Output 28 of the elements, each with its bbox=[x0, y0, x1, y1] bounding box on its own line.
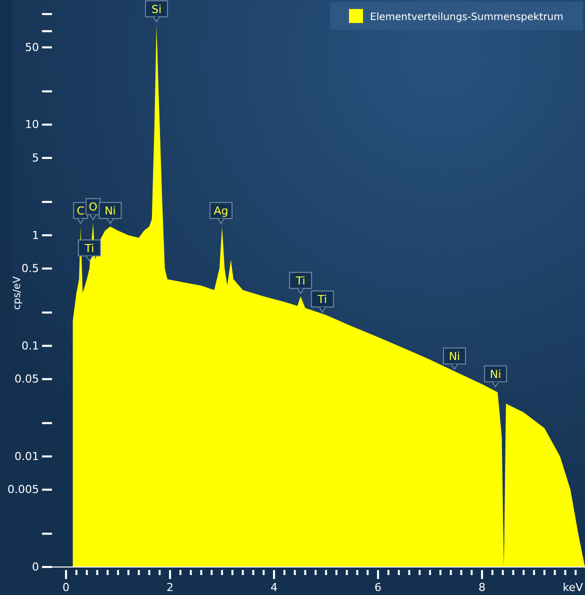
y-axis-title: cps/eV bbox=[12, 276, 23, 310]
annotation: Ti bbox=[294, 274, 306, 288]
y-tick-label: 0 bbox=[32, 560, 39, 574]
annotation: Si bbox=[151, 2, 162, 16]
annotation: Ti bbox=[316, 292, 328, 306]
y-tick-label: 0.005 bbox=[8, 483, 39, 496]
annotation: Ni bbox=[448, 350, 460, 363]
x-tick-label: 0 bbox=[62, 581, 70, 594]
annotation: Ag bbox=[214, 204, 228, 218]
x-tick-label: 2 bbox=[166, 581, 174, 594]
legend-label: Elementverteilungs-Summenspektrum bbox=[370, 12, 564, 23]
x-tick-label: 6 bbox=[374, 581, 382, 594]
y-tick-label: 1 bbox=[32, 228, 39, 242]
x-tick-label: 4 bbox=[270, 581, 278, 594]
x-axis-title: keV bbox=[562, 581, 584, 594]
annotation: Ti bbox=[84, 242, 94, 255]
annotation: Ni bbox=[490, 368, 502, 381]
annotation: Ni bbox=[104, 204, 116, 218]
y-tick-label: 0.5 bbox=[22, 262, 39, 276]
y-tick-label: 0.05 bbox=[14, 372, 39, 386]
y-tick-label: 10 bbox=[25, 118, 39, 132]
y-tick-label: 0.1 bbox=[22, 339, 39, 352]
y-tick-label: 50 bbox=[25, 40, 39, 54]
annotation: C bbox=[76, 204, 85, 218]
annotation: O bbox=[88, 200, 98, 214]
y-tick-label: 0.01 bbox=[14, 450, 39, 463]
y-tick-label: 5 bbox=[32, 151, 39, 164]
x-tick-label: 8 bbox=[478, 581, 486, 594]
